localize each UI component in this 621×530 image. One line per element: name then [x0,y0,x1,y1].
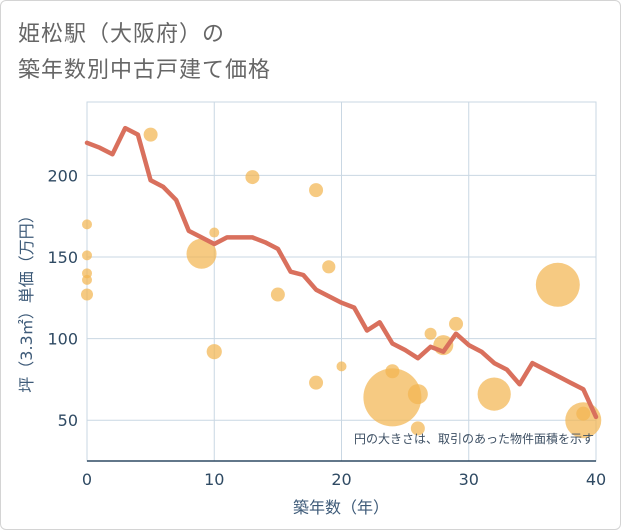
bubble-point [82,250,92,261]
trend-line-layer [84,125,599,420]
bubble-point [82,219,92,230]
title-line-2: 築年数別中古戸建て価格 [18,58,272,83]
bubble-point [449,316,464,331]
bubble-point [209,227,220,238]
bubble-point [322,260,336,274]
y-tick-label: 50 [58,411,78,430]
bubble-point [576,406,591,421]
bubble-point [309,183,324,198]
y-axis-label: 坪（3.3㎡）単価（万円） [17,207,36,392]
bubble-point [309,375,324,390]
x-tick-label: 10 [204,470,224,489]
x-axis-label: 築年数（年） [293,498,389,517]
bubble-point [535,262,580,307]
bubble-point [143,127,158,142]
bubble-point [424,327,437,340]
x-tick-label: 0 [82,470,92,489]
chart-title: 姫松駅（大阪府）の 築年数別中古戸建て価格 [18,17,271,89]
bubble-point [206,344,222,360]
bubble-point [410,421,425,436]
grid-lines [86,101,597,462]
bubble-point [186,238,217,269]
title-line-1: 姫松駅（大阪府）の [18,22,226,47]
bubble-point [245,170,260,185]
bubble-point [407,384,428,405]
bubble-point [363,368,422,427]
x-tick-label: 40 [586,470,606,489]
y-tick-label: 100 [47,330,78,349]
y-tick-label: 200 [47,166,78,185]
bubble-layer [81,127,602,439]
x-tick-label: 20 [331,470,351,489]
y-tick-label: 150 [47,248,78,267]
bubble-point [82,274,92,285]
bubble-point [477,377,511,411]
bubble-size-note: 円の大きさは、取引のあった物件面積を示す [354,431,594,446]
bubble-point [270,287,285,302]
bubble-point [81,288,93,301]
axes: 0 10 20 30 40 50 100 150 200 [47,166,606,489]
average-price-line [84,125,599,420]
x-tick-label: 30 [459,470,479,489]
bubble-point [336,361,347,372]
